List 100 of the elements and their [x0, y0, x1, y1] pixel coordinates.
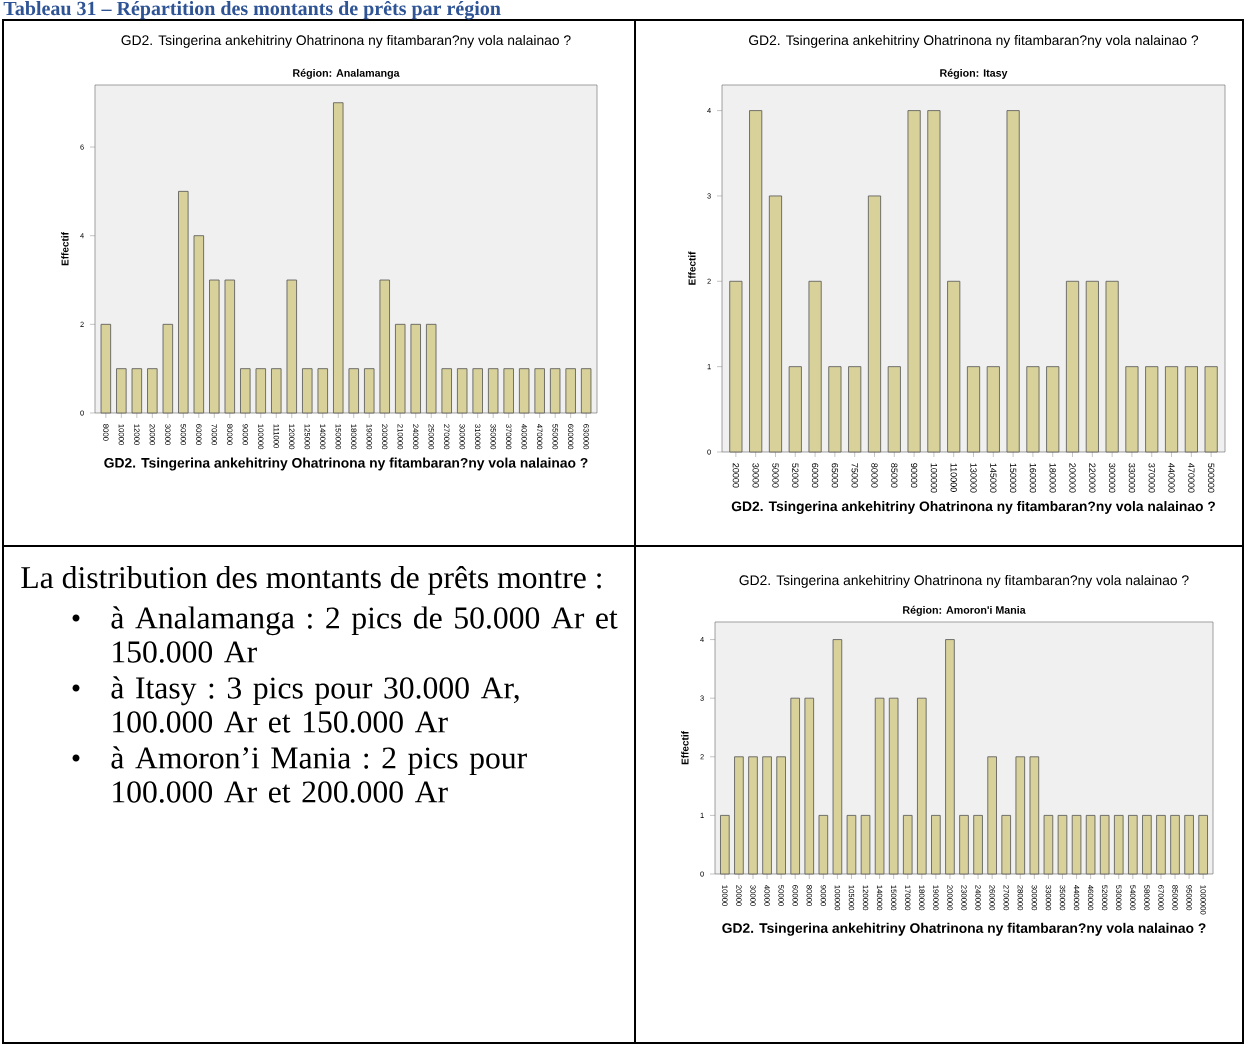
x-tick-label: 80000 — [871, 463, 878, 488]
bar — [147, 368, 158, 414]
bar — [379, 279, 390, 414]
bar — [1099, 814, 1110, 875]
bar — [734, 756, 744, 875]
x-tick-label: 440000 — [1168, 463, 1175, 493]
x-tick-label: 470000 — [1188, 463, 1195, 493]
bar — [1057, 814, 1068, 875]
bar — [1204, 366, 1218, 453]
bar — [959, 814, 969, 875]
x-tick-label: 330000 — [1128, 463, 1136, 493]
bar — [808, 280, 822, 453]
bar — [1128, 814, 1138, 875]
y-axis-title: Effectif — [61, 232, 69, 266]
bar — [1006, 110, 1020, 453]
x-tick-label: 200000 — [1069, 463, 1076, 493]
bar — [874, 697, 885, 875]
bar — [931, 814, 941, 875]
x-tick-label: 75000 — [851, 463, 858, 488]
bar — [1015, 756, 1026, 875]
x-axis-title: GD2. Tsingerina ankehitriny Ohatrinona ny fitambaran?ny vola nalainao ? — [722, 922, 1206, 936]
bar — [534, 368, 545, 414]
x-tick-label: 150000 — [1009, 463, 1017, 493]
x-tick-label: 90000 — [910, 463, 918, 488]
x-tick-label: 110000 — [950, 463, 957, 492]
chart-subtitle: Région: Analamanga — [293, 68, 400, 79]
bar — [1145, 366, 1159, 453]
x-tick-label: 220000 — [1089, 463, 1096, 493]
bar — [518, 368, 530, 414]
bar — [193, 235, 205, 414]
text: La distribution des montants de prêts montre : — [21, 565, 601, 595]
bar — [804, 697, 815, 875]
bar — [286, 279, 297, 414]
bar — [776, 756, 786, 875]
chart-title: GD2. Tsingerina ankehitriny Ohatrinona ny fitambaran?ny vola nalainao ? — [749, 34, 1199, 48]
bar — [503, 368, 514, 414]
bar — [348, 368, 359, 414]
bar — [927, 110, 941, 453]
bar — [410, 323, 421, 414]
bar — [790, 697, 800, 875]
x-tick-label: 130000 — [970, 463, 977, 493]
bar — [1156, 814, 1166, 875]
bar — [1085, 814, 1096, 875]
bar — [162, 323, 174, 414]
chart-subtitle: Région: Itasy — [940, 68, 1008, 79]
x-tick-label: 370000 — [1148, 463, 1155, 493]
bar — [867, 195, 882, 453]
text: Tableau 31 – Répartition des montants de prêts par région — [3, 0, 501, 20]
bar — [832, 639, 843, 875]
bar — [580, 368, 592, 414]
y-axis-title: Effectif — [681, 731, 689, 765]
bar — [1046, 366, 1060, 453]
bar — [472, 368, 483, 414]
bar — [828, 366, 842, 453]
bar — [846, 814, 857, 875]
x-tick-label: 50000 — [772, 463, 779, 488]
bar — [729, 280, 743, 453]
bar — [768, 195, 783, 453]
bar — [902, 814, 913, 875]
bar — [209, 279, 220, 414]
bar — [426, 323, 437, 414]
bar — [1113, 814, 1124, 875]
bar — [1071, 814, 1082, 875]
bar — [441, 368, 452, 414]
bar — [973, 814, 983, 875]
bar — [1184, 814, 1194, 875]
x-tick-label: 500000 — [1207, 463, 1215, 493]
bar — [1125, 366, 1139, 453]
chart-title: GD2. Tsingerina ankehitriny Ohatrinona ny fitambaran?ny vola nalainao ? — [121, 34, 571, 48]
bar — [860, 814, 871, 875]
bar — [748, 756, 758, 875]
bar — [947, 280, 961, 453]
bar — [317, 368, 328, 414]
y-axis-title: Effectif — [688, 251, 696, 285]
bar — [1184, 366, 1198, 453]
x-tick-label: 300000 — [1108, 463, 1116, 493]
x-tick-label: 20000 — [732, 463, 740, 488]
bar — [1029, 756, 1040, 875]
bar — [788, 366, 802, 453]
bar — [116, 368, 127, 414]
bar — [848, 366, 862, 453]
bar — [887, 366, 901, 453]
bar — [565, 368, 576, 414]
bar — [1026, 366, 1040, 453]
bar — [100, 323, 112, 414]
bar — [907, 110, 921, 453]
bar — [966, 366, 981, 453]
x-tick-label: 30000 — [752, 463, 759, 488]
bar — [987, 756, 997, 875]
bar — [818, 814, 829, 875]
bar — [364, 368, 375, 414]
bar — [917, 697, 927, 875]
bar — [945, 639, 955, 875]
bar — [720, 814, 730, 875]
bar — [1105, 280, 1119, 453]
x-tick-label: 160000 — [1029, 463, 1037, 493]
bar — [1164, 366, 1179, 453]
bar — [888, 697, 899, 875]
chart-subtitle: Région: Amoron'i Mania — [903, 605, 1026, 616]
bar — [549, 368, 561, 414]
